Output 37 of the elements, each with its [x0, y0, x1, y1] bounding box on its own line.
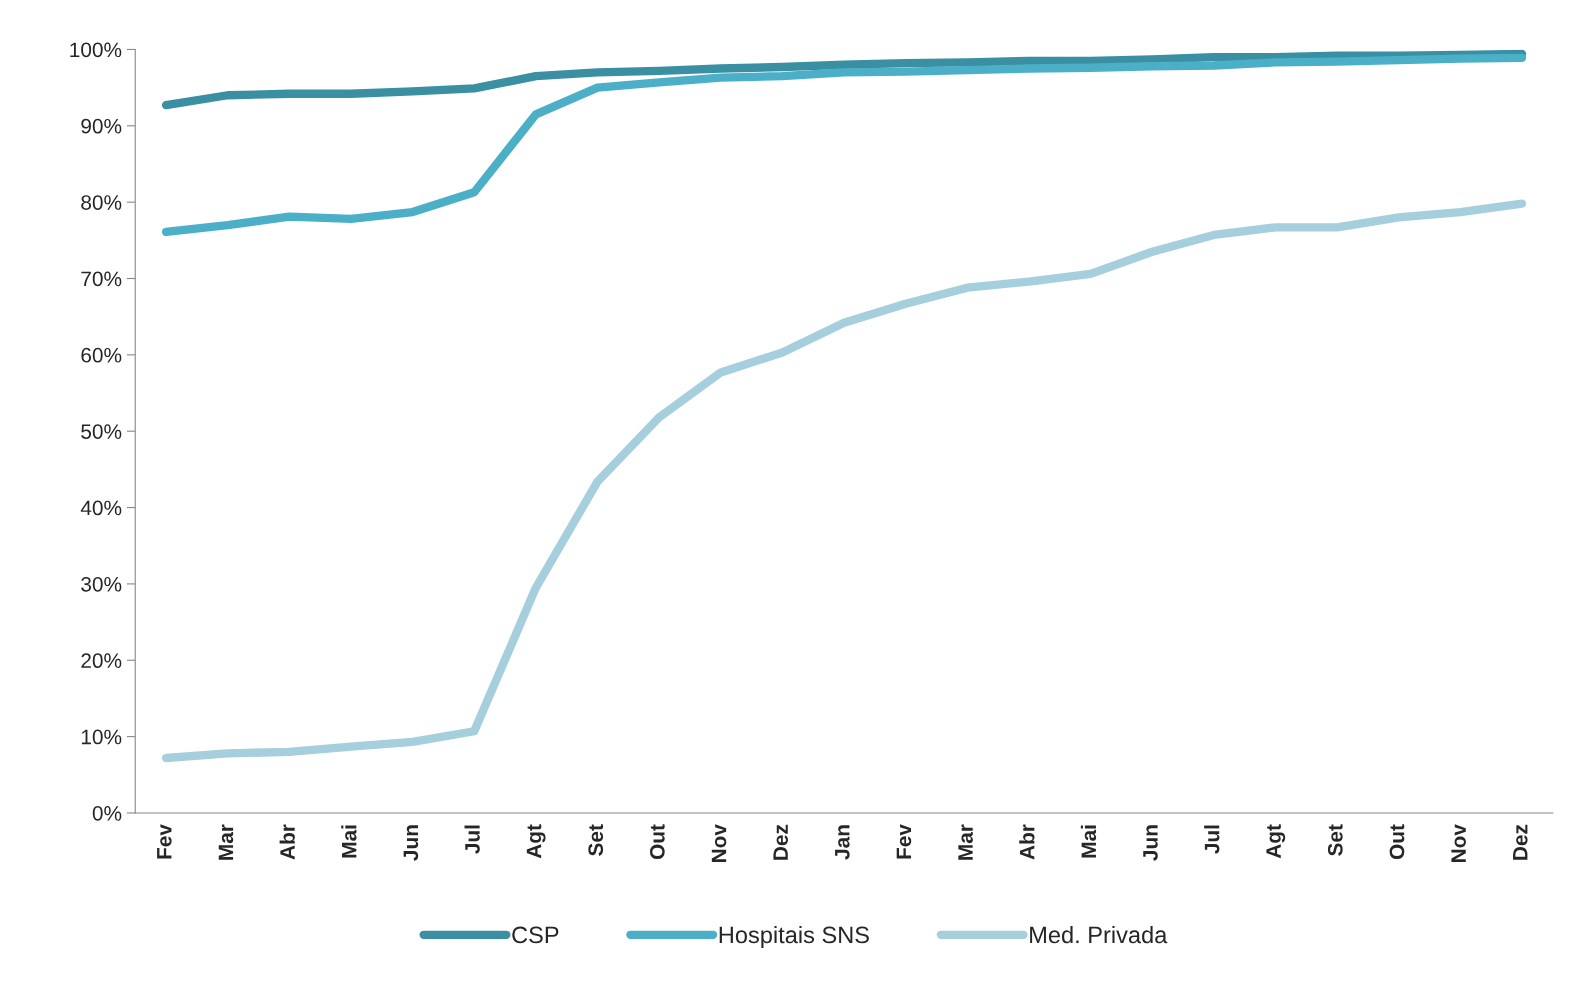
x-tick-label: Mai	[341, 825, 357, 858]
x-tick-label: Jun	[403, 825, 419, 861]
x-tick-label: Mar	[218, 824, 234, 860]
y-tick-label: 70%	[81, 271, 122, 287]
x-tick-label: Out	[1389, 824, 1405, 860]
x-tick-label: Set	[588, 824, 604, 856]
x-tick-label: Jul	[1204, 825, 1220, 854]
legend-label: Med. Privada	[1030, 925, 1168, 944]
x-tick-label: Agt	[1266, 824, 1286, 859]
x-tick-label: Abr	[279, 824, 295, 860]
y-tick-label: 60%	[81, 347, 122, 363]
x-tick-label: Nov	[1451, 824, 1466, 863]
x-tick-label: Jan	[835, 825, 850, 860]
y-tick-label: 30%	[81, 576, 122, 592]
y-tick-label: 10%	[81, 729, 122, 745]
x-tick-label: Dez	[1513, 824, 1528, 860]
x-tick-label: Abr	[1019, 824, 1035, 860]
y-tick-label: 100%	[70, 42, 122, 58]
y-tick-label: 90%	[81, 118, 122, 134]
x-tick-label: Set	[1327, 824, 1343, 856]
x-tick-label: Dez	[773, 824, 788, 860]
legend-label: CSP	[512, 926, 559, 944]
x-tick-label: Mar	[958, 824, 973, 860]
x-tick-label: Agt	[526, 824, 546, 859]
y-tick-label: 80%	[81, 195, 122, 210]
y-tick-label: 40%	[80, 500, 122, 516]
x-tick-label: Jun	[1143, 825, 1158, 861]
y-tick-label: 50%	[81, 424, 122, 439]
x-tick-label: Fev	[157, 824, 172, 859]
x-tick-label: Out	[649, 824, 665, 860]
y-tick-label: 0%	[92, 805, 122, 821]
legend-label: Hospitais SNS	[719, 925, 869, 948]
x-tick-label: Mai	[1080, 825, 1097, 858]
x-tick-label: Fev	[896, 824, 912, 859]
y-tick-label: 20%	[81, 653, 122, 669]
x-tick-label: Nov	[711, 824, 727, 863]
x-tick-label: Jul	[464, 825, 480, 854]
